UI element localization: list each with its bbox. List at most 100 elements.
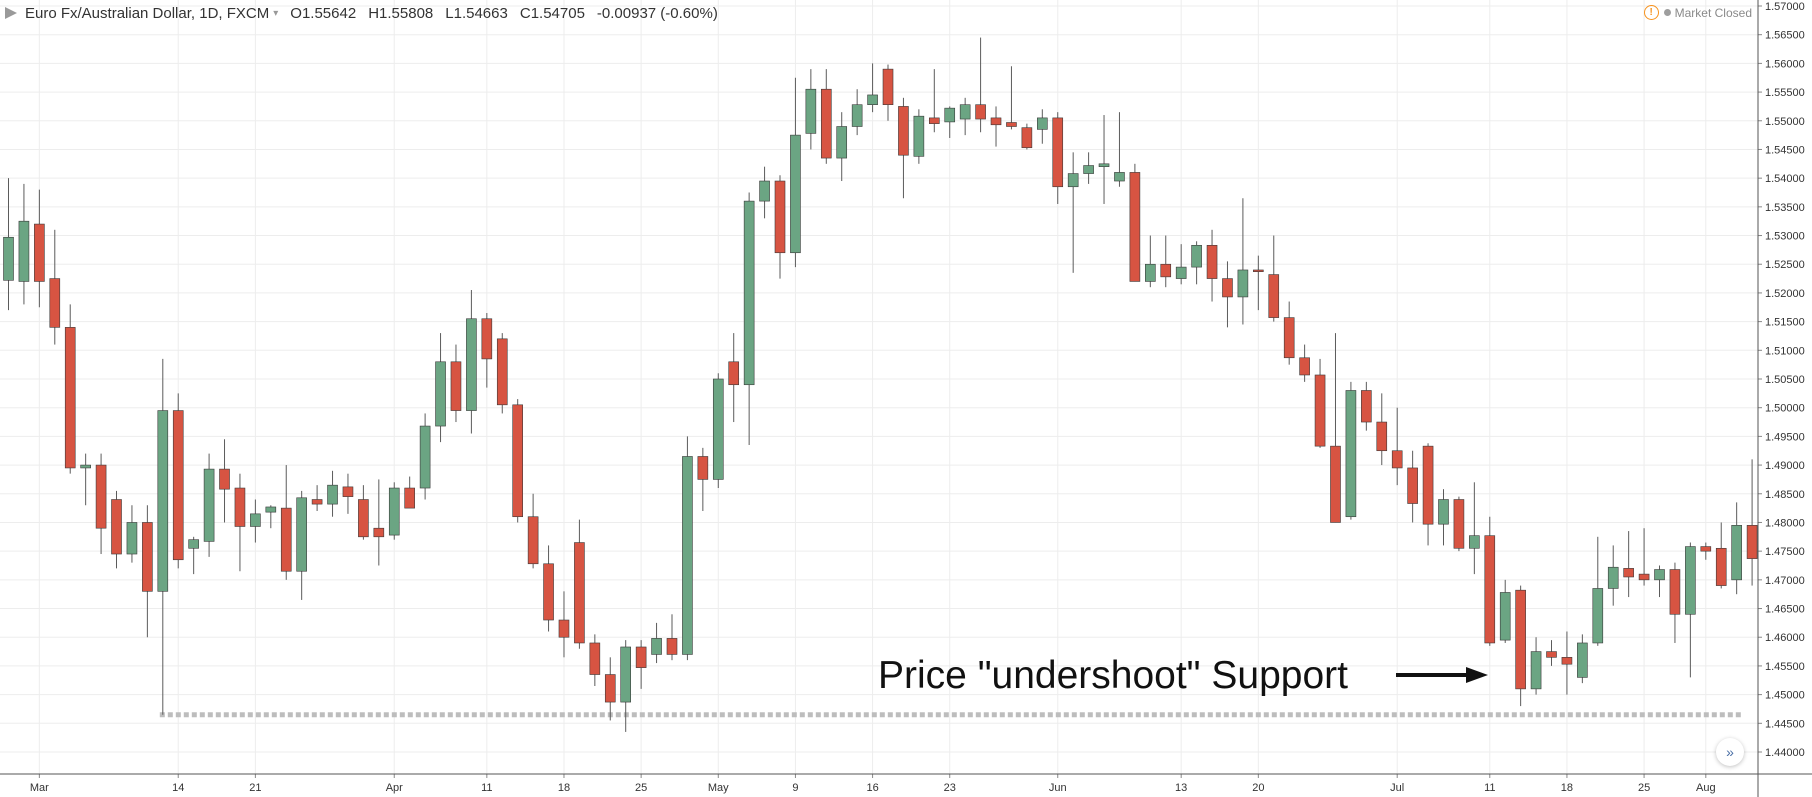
scroll-to-realtime-button[interactable]: » xyxy=(1716,738,1744,766)
symbol-title[interactable]: Euro Fx/Australian Dollar, 1D, FXCM xyxy=(25,4,270,22)
candle[interactable] xyxy=(944,106,956,138)
candle[interactable] xyxy=(142,505,153,638)
candle[interactable] xyxy=(219,439,230,523)
candle[interactable] xyxy=(1546,640,1557,666)
candle[interactable] xyxy=(1253,255,1264,311)
candle[interactable] xyxy=(1268,235,1280,322)
candle[interactable] xyxy=(1422,443,1434,546)
candle[interactable] xyxy=(373,479,385,566)
candle[interactable] xyxy=(851,89,863,136)
candle[interactable] xyxy=(496,333,508,414)
candle[interactable] xyxy=(1469,482,1480,575)
candle[interactable] xyxy=(1037,109,1048,144)
candle[interactable] xyxy=(836,112,848,182)
candle[interactable] xyxy=(1623,531,1634,598)
candle[interactable] xyxy=(450,344,462,423)
candle[interactable] xyxy=(1592,536,1604,646)
candle[interactable] xyxy=(928,69,940,133)
candle[interactable] xyxy=(1175,244,1187,285)
candle[interactable] xyxy=(1361,381,1372,431)
candle[interactable] xyxy=(682,436,693,661)
warning-icon[interactable]: ! xyxy=(1643,5,1659,20)
candle[interactable] xyxy=(111,490,122,569)
time-axis[interactable]: Mar 14 21 Apr 11 18 25 May 9 16 23 Jun 13 20 Jul 11 18 25… xyxy=(0,773,1812,794)
candle[interactable] xyxy=(250,499,261,543)
candle[interactable] xyxy=(3,178,14,311)
candle[interactable] xyxy=(419,413,431,500)
candle[interactable] xyxy=(172,393,184,569)
candle[interactable] xyxy=(543,545,554,632)
candle[interactable] xyxy=(558,591,570,658)
candle[interactable] xyxy=(1237,198,1249,325)
candle[interactable] xyxy=(1700,542,1712,560)
candle[interactable] xyxy=(728,333,740,423)
candle[interactable] xyxy=(1407,450,1418,523)
candle[interactable] xyxy=(1577,634,1588,684)
candle[interactable] xyxy=(80,453,91,506)
candle[interactable] xyxy=(95,453,107,555)
candle[interactable] xyxy=(18,183,30,305)
candle[interactable] xyxy=(388,482,400,540)
candle[interactable] xyxy=(1129,163,1141,282)
candle[interactable] xyxy=(157,358,169,715)
candle[interactable] xyxy=(34,189,45,308)
candle[interactable] xyxy=(743,192,755,445)
candle[interactable] xyxy=(1067,152,1079,273)
candle[interactable] xyxy=(1330,333,1341,523)
candle[interactable] xyxy=(466,290,477,434)
candle[interactable] xyxy=(1731,502,1742,595)
candle[interactable] xyxy=(990,106,1002,147)
candle[interactable] xyxy=(820,69,832,164)
candle[interactable] xyxy=(574,519,585,649)
candle[interactable] xyxy=(1206,229,1218,302)
candle[interactable] xyxy=(975,37,986,133)
candle[interactable] xyxy=(666,614,678,661)
candle[interactable] xyxy=(1685,542,1696,678)
candle[interactable] xyxy=(435,333,446,443)
candle[interactable] xyxy=(49,229,61,345)
candle[interactable] xyxy=(1021,123,1033,150)
candle[interactable] xyxy=(959,97,971,136)
candle[interactable] xyxy=(882,64,894,121)
candle[interactable] xyxy=(1052,112,1064,204)
candle[interactable] xyxy=(327,470,338,517)
candle[interactable] xyxy=(790,77,801,268)
candle[interactable] xyxy=(1746,459,1758,586)
candle[interactable] xyxy=(1299,344,1310,382)
candle[interactable] xyxy=(512,399,523,523)
candle[interactable] xyxy=(1145,235,1156,288)
candle[interactable] xyxy=(311,485,323,511)
candle[interactable] xyxy=(805,69,817,150)
candle[interactable] xyxy=(589,634,601,687)
candle[interactable] xyxy=(203,453,215,557)
candle[interactable] xyxy=(1191,241,1202,285)
candle[interactable] xyxy=(1283,301,1295,365)
candle[interactable] xyxy=(481,313,493,388)
candle[interactable] xyxy=(712,373,724,489)
candle[interactable] xyxy=(774,175,786,279)
candle[interactable] xyxy=(358,485,369,540)
candle[interactable] xyxy=(1376,393,1388,466)
candle[interactable] xyxy=(620,640,632,732)
candle[interactable] xyxy=(280,465,292,580)
candle[interactable] xyxy=(604,657,616,721)
candle[interactable] xyxy=(342,473,354,514)
candle[interactable] xyxy=(1114,112,1125,187)
candle[interactable] xyxy=(635,640,647,689)
candle[interactable] xyxy=(126,505,138,563)
candle[interactable] xyxy=(1715,522,1727,589)
chevron-down-icon[interactable]: ▾ xyxy=(273,7,279,19)
candle[interactable] xyxy=(1438,489,1449,546)
candle[interactable] xyxy=(759,166,770,219)
candle[interactable] xyxy=(527,493,539,569)
candle[interactable] xyxy=(867,63,878,113)
candle[interactable] xyxy=(1314,358,1326,448)
candle[interactable] xyxy=(296,490,307,600)
candle[interactable] xyxy=(1453,496,1465,552)
candle[interactable] xyxy=(1006,66,1017,130)
candle[interactable] xyxy=(265,505,277,529)
candle[interactable] xyxy=(898,97,909,199)
candle[interactable] xyxy=(1083,152,1094,184)
candle[interactable] xyxy=(651,622,662,664)
